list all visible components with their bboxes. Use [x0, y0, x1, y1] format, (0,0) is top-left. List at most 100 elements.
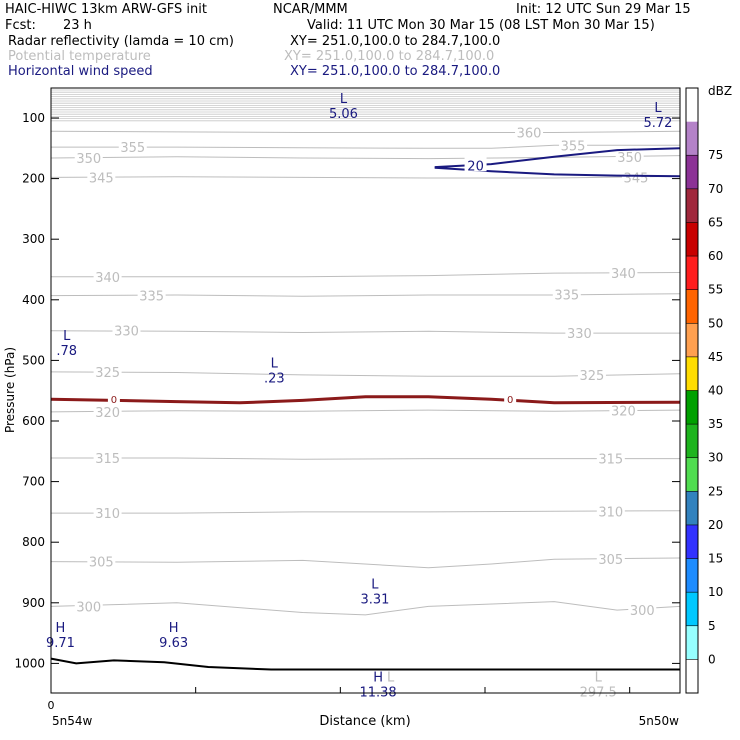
isentrope-label: 355 [561, 139, 586, 154]
isentrope-label: 310 [598, 505, 623, 520]
isentrope-label-bg [609, 265, 638, 280]
high-marker: H [56, 621, 66, 636]
field-wind-xy: XY= 251.0,100.0 to 284.7,100.0 [290, 64, 501, 79]
low-marker: L [595, 671, 603, 686]
colorbar-label: 20 [708, 518, 723, 532]
extremum-value: 9.63 [159, 636, 188, 651]
colorbar-swatch [686, 558, 698, 593]
colorbar-swatch [686, 88, 698, 122]
high-marker: H [169, 621, 179, 636]
x-axis-label: Distance (km) [319, 714, 410, 729]
isentrope-label-bg [596, 551, 625, 566]
x-end-label-right: 5n50w [639, 714, 680, 728]
isentrope-label-bg [137, 287, 166, 302]
high-marker: H [373, 671, 383, 686]
isentrope-label-bg [628, 602, 657, 617]
isentrope-label-bg [93, 363, 122, 378]
isentrope-line [50, 557, 681, 569]
isentrope-label-bg [87, 553, 116, 568]
isentrope-label-bg [565, 325, 594, 340]
isentrope-label: 355 [120, 141, 145, 156]
y-tick-label: 900 [22, 596, 45, 610]
colorbar-label: 70 [708, 182, 723, 196]
colorbar-swatch [686, 289, 698, 324]
isentrope-label: 315 [95, 452, 120, 467]
colorbar-swatch [686, 222, 698, 257]
isentrope-line [51, 272, 681, 278]
low-marker: L [654, 101, 662, 116]
isentrope-label-bg [596, 450, 625, 465]
field-theta-name: Potential temperature [8, 49, 151, 64]
isentrope-label: 350 [76, 152, 101, 167]
zero-label-bg [504, 393, 517, 405]
isentrope-label-bg [577, 366, 606, 381]
isentrope-label-bg [93, 268, 122, 283]
colorbar-swatch [686, 659, 698, 693]
isentrope-label: 315 [598, 453, 623, 468]
isentrope-label-bg [74, 149, 103, 164]
isentrope-label: 345 [89, 171, 114, 186]
isentrope-label-bg [87, 169, 116, 184]
isentrope-label: 325 [580, 369, 605, 384]
y-axis-label: Pressure (hPa) [3, 347, 17, 433]
y-tick-label: 1000 [14, 656, 45, 670]
x-end-label-left: 5n54w [52, 714, 93, 728]
isentrope-line [51, 144, 680, 149]
low-marker: L [387, 671, 395, 686]
isentrope-label: 300 [630, 604, 655, 619]
colorbar-swatch [686, 592, 698, 626]
isentrope-label-bg [93, 505, 122, 520]
y-tick-label: 100 [22, 111, 45, 125]
isentrope-label: 350 [617, 151, 642, 166]
isentrope-label-bg [93, 403, 122, 418]
init-time: Init: 12 UTC Sun 29 Mar 15 [516, 2, 691, 17]
isentrope-line [50, 409, 681, 413]
isentrope-label-bg [93, 449, 122, 464]
colorbar-label: 40 [708, 384, 723, 398]
y-tick-label: 600 [22, 414, 45, 428]
isentrope-label: 320 [95, 406, 120, 421]
terrain-surface [50, 657, 680, 671]
colorbar-label: 0 [708, 652, 716, 666]
colorbar-label: 10 [708, 585, 723, 599]
surface-line [50, 657, 680, 671]
stratosphere-hatch [51, 89, 680, 122]
fcst-value: 23 h [63, 18, 92, 33]
isentrope-label: 305 [89, 556, 114, 571]
colorbar-label: 30 [708, 451, 723, 465]
isentrope-label: 335 [139, 290, 164, 305]
y-tick-label: 500 [22, 353, 45, 367]
isentrope-label-bg [615, 148, 644, 163]
isentrope-contours: 360 355 355 350 350 345 345 340 340 335 335 330 330 3… [50, 124, 681, 619]
colorbar-swatch [686, 524, 698, 559]
low-marker: L [340, 92, 348, 107]
extremum-value: 5.06 [329, 107, 358, 122]
colorbar-label: 50 [708, 316, 723, 330]
org-label: NCAR/MMM [273, 2, 348, 17]
isentrope-label-bg [118, 139, 147, 154]
low-marker: L [371, 577, 379, 592]
isentrope-label: 300 [76, 600, 101, 615]
isentrope-label: 340 [95, 271, 120, 286]
colorbar-label: 5 [708, 619, 716, 633]
isentrope-label: 325 [95, 366, 120, 381]
isentrope-label: 330 [567, 327, 592, 342]
colorbar-swatch [686, 625, 698, 660]
isentrope-label: 345 [624, 171, 649, 186]
colorbar-swatch [686, 121, 698, 156]
zero-contour-line [50, 395, 681, 405]
field-wind-name: Horizontal wind speed [8, 64, 153, 79]
low-marker: L [271, 357, 279, 372]
extremum-value: 9.71 [46, 636, 75, 651]
isentrope-line [51, 510, 681, 514]
field-reflectivity-name: Radar reflectivity (lamda = 10 cm) [8, 34, 234, 49]
y-tick-label: 200 [22, 172, 45, 186]
extremum-value: 3.31 [360, 592, 389, 607]
fcst-label: Fcst: [5, 18, 36, 33]
colorbar-label: 75 [708, 148, 723, 162]
zero-contour-label: 0 [507, 395, 513, 406]
extremum-value: .23 [264, 372, 285, 387]
isentrope-label-bg [609, 402, 638, 417]
